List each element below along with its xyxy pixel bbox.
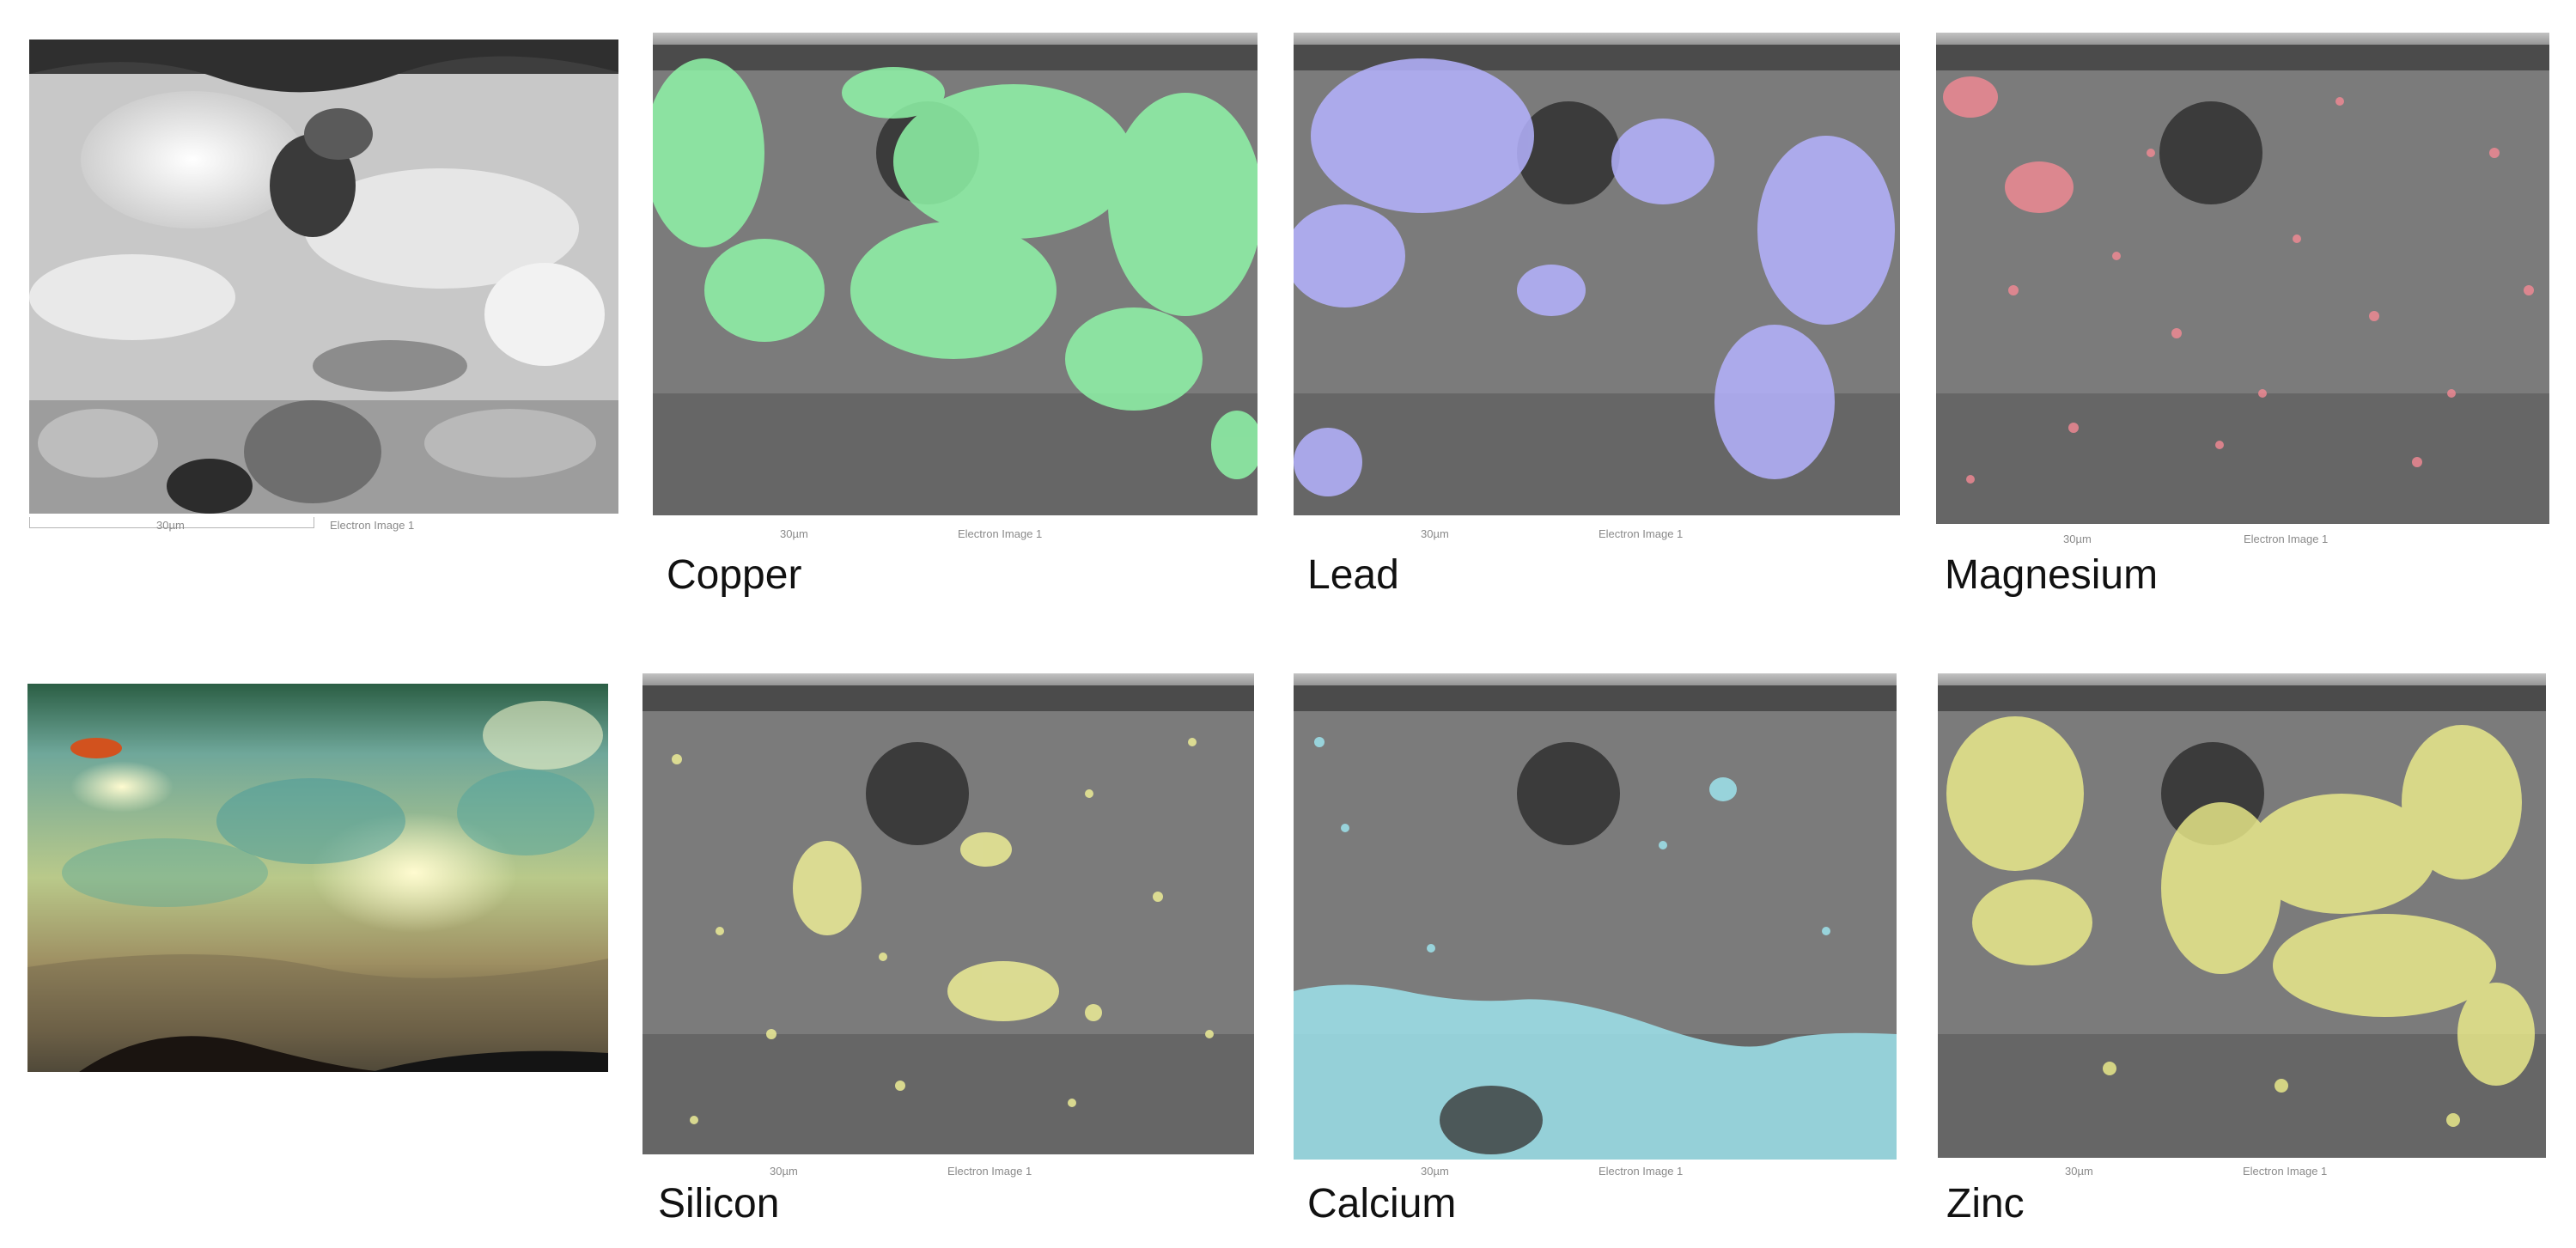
optical-micrograph bbox=[27, 684, 608, 1072]
scale-label: 30µm bbox=[1421, 527, 1449, 540]
element-map-silicon bbox=[642, 673, 1254, 1154]
element-map-magnesium bbox=[1936, 33, 2549, 524]
silicon-scale-row: 30µm Electron Image 1 bbox=[642, 1163, 1254, 1182]
silicon-distribution bbox=[672, 738, 1214, 1124]
label-magnesium: Magnesium bbox=[1945, 552, 2159, 598]
image-caption: Electron Image 1 bbox=[1599, 527, 1684, 540]
image-caption: Electron Image 1 bbox=[947, 1165, 1032, 1178]
scale-label: 30µm bbox=[2063, 533, 2092, 545]
map-overlay bbox=[1938, 673, 2546, 1158]
element-map-calcium bbox=[1294, 673, 1897, 1160]
scale-label: 30µm bbox=[780, 527, 808, 540]
sem-scale-row: 30µm Electron Image 1 bbox=[29, 517, 618, 536]
element-map-zinc bbox=[1938, 673, 2546, 1158]
lead-scale-row: 30µm Electron Image 1 bbox=[1294, 526, 1900, 545]
magnesium-distribution bbox=[1943, 76, 2534, 484]
sem-electron-image bbox=[29, 40, 618, 514]
map-overlay bbox=[653, 33, 1258, 515]
label-silicon: Silicon bbox=[658, 1181, 780, 1227]
copper-distribution bbox=[653, 58, 1258, 479]
map-frame bbox=[1938, 673, 2546, 685]
image-caption: Electron Image 1 bbox=[330, 519, 415, 532]
copper-scale-row: 30µm Electron Image 1 bbox=[653, 526, 1258, 545]
label-copper: Copper bbox=[667, 552, 802, 598]
zinc-scale-row: 30µm Electron Image 1 bbox=[1938, 1163, 2546, 1182]
label-calcium: Calcium bbox=[1307, 1181, 1457, 1227]
map-overlay bbox=[642, 673, 1254, 1154]
calcium-scale-row: 30µm Electron Image 1 bbox=[1294, 1163, 1897, 1182]
image-caption: Electron Image 1 bbox=[2243, 1165, 2328, 1178]
image-caption: Electron Image 1 bbox=[958, 527, 1043, 540]
map-frame bbox=[1936, 33, 2549, 45]
magnesium-scale-row: 30µm Electron Image 1 bbox=[1936, 531, 2549, 550]
label-lead: Lead bbox=[1307, 552, 1399, 598]
scale-bar bbox=[29, 517, 314, 528]
lead-distribution bbox=[1294, 58, 1895, 496]
zinc-distribution bbox=[1946, 716, 2535, 1127]
map-overlay bbox=[1294, 673, 1897, 1160]
image-caption: Electron Image 1 bbox=[2244, 533, 2329, 545]
scale-label: 30µm bbox=[156, 519, 185, 532]
element-map-lead bbox=[1294, 33, 1900, 515]
map-overlay bbox=[1936, 33, 2549, 524]
map-frame bbox=[653, 33, 1258, 45]
map-overlay bbox=[1294, 33, 1900, 515]
element-map-copper bbox=[653, 33, 1258, 515]
map-frame bbox=[1294, 33, 1900, 45]
label-zinc: Zinc bbox=[1946, 1181, 2025, 1227]
scale-label: 30µm bbox=[2065, 1165, 2093, 1178]
map-frame bbox=[642, 673, 1254, 685]
scale-label: 30µm bbox=[770, 1165, 798, 1178]
scale-label: 30µm bbox=[1421, 1165, 1449, 1178]
map-frame bbox=[1294, 673, 1897, 685]
image-caption: Electron Image 1 bbox=[1599, 1165, 1684, 1178]
